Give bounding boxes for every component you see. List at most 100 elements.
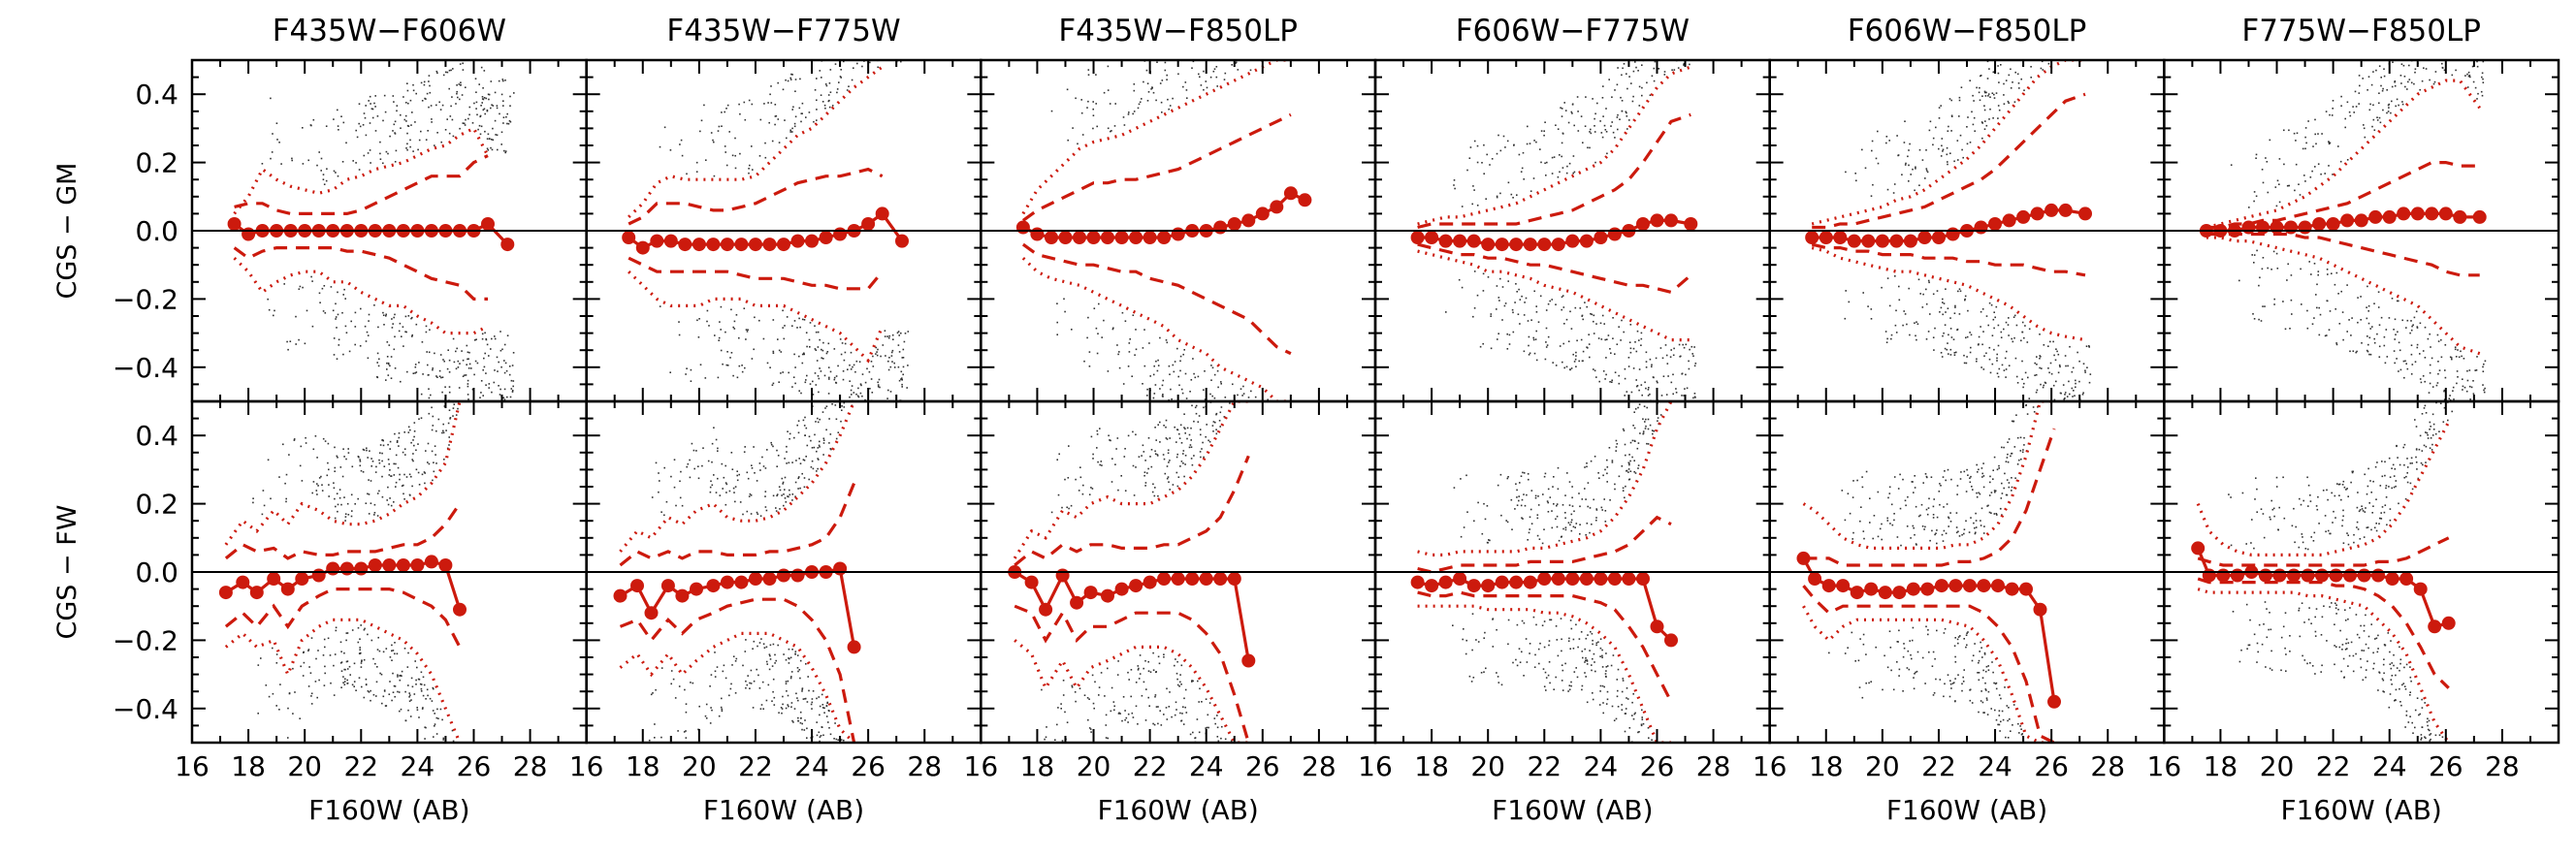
galaxy-point: [1689, 348, 1690, 351]
galaxy-point: [1595, 509, 1598, 511]
galaxy-point: [1096, 433, 1099, 435]
galaxy-point: [2434, 71, 2437, 73]
galaxy-point: [420, 417, 423, 419]
galaxy-point: [370, 103, 371, 105]
galaxy-point: [784, 458, 786, 460]
galaxy-point: [827, 342, 830, 345]
galaxy-point: [1595, 642, 1598, 644]
galaxy-point: [1964, 299, 1966, 302]
galaxy-point: [314, 435, 317, 437]
galaxy-point: [1577, 130, 1580, 132]
galaxy-point: [1153, 393, 1156, 395]
galaxy-point: [1621, 100, 1624, 102]
galaxy-point: [1903, 310, 1905, 312]
galaxy-point: [1988, 68, 1990, 70]
galaxy-point: [2036, 356, 2038, 358]
galaxy-point: [2023, 382, 2025, 385]
galaxy-point: [328, 484, 330, 486]
galaxy-point: [689, 459, 691, 461]
galaxy-point: [1946, 153, 1948, 156]
galaxy-point: [395, 454, 398, 457]
galaxy-point: [512, 352, 515, 354]
galaxy-point: [822, 341, 824, 344]
galaxy-point: [1552, 486, 1554, 488]
galaxy-point: [802, 698, 805, 700]
galaxy-point: [1629, 460, 1631, 462]
galaxy-point: [1984, 120, 1986, 122]
galaxy-point: [659, 480, 660, 482]
galaxy-point: [1545, 341, 1547, 343]
galaxy-point: [1512, 331, 1515, 334]
galaxy-point: [1087, 69, 1090, 71]
galaxy-point: [279, 683, 281, 685]
galaxy-point: [1134, 354, 1136, 356]
galaxy-point: [359, 459, 361, 461]
galaxy-point: [482, 109, 485, 111]
galaxy-point: [1594, 125, 1595, 127]
galaxy-point: [745, 686, 747, 689]
galaxy-point: [488, 355, 490, 357]
galaxy-point: [2251, 254, 2253, 256]
galaxy-point: [1090, 435, 1093, 438]
galaxy-point: [510, 379, 513, 382]
galaxy-point: [1557, 175, 1560, 178]
galaxy-point: [1926, 171, 1929, 174]
galaxy-point: [728, 694, 730, 697]
galaxy-point: [2023, 89, 2025, 91]
galaxy-point: [351, 683, 354, 686]
galaxy-point: [406, 148, 408, 151]
galaxy-point: [1200, 433, 1202, 436]
galaxy-point: [818, 377, 821, 380]
galaxy-point: [1200, 456, 1202, 459]
galaxy-point: [1499, 192, 1501, 195]
galaxy-point: [330, 682, 332, 684]
galaxy-point: [1894, 324, 1897, 327]
galaxy-point: [2282, 301, 2284, 302]
galaxy-point: [2419, 378, 2422, 380]
galaxy-point: [368, 691, 370, 693]
galaxy-point: [414, 372, 416, 374]
galaxy-point: [436, 132, 438, 134]
galaxy-point: [448, 444, 450, 446]
galaxy-point: [724, 464, 726, 467]
galaxy-point: [1612, 654, 1615, 656]
galaxy-point: [1973, 100, 1975, 102]
galaxy-point: [2349, 350, 2351, 353]
galaxy-point: [333, 118, 335, 120]
galaxy-point: [1972, 123, 1975, 126]
galaxy-point: [2391, 100, 2393, 103]
galaxy-point: [1988, 302, 1991, 304]
galaxy-point: [476, 113, 478, 116]
galaxy-point: [483, 97, 486, 99]
galaxy-point: [374, 130, 377, 132]
galaxy-point: [806, 701, 809, 703]
galaxy-point: [336, 358, 338, 360]
galaxy-point: [746, 331, 749, 333]
galaxy-point: [833, 738, 835, 740]
galaxy-point: [764, 467, 767, 469]
galaxy-point: [824, 83, 827, 85]
galaxy-point: [772, 319, 775, 321]
galaxy-point: [1983, 128, 1986, 130]
galaxy-point: [1985, 352, 1987, 355]
galaxy-point: [320, 170, 322, 172]
galaxy-point: [1527, 320, 1530, 322]
galaxy-point: [1522, 151, 1525, 154]
galaxy-point: [1877, 130, 1879, 133]
galaxy-point: [1544, 121, 1546, 123]
galaxy-point: [1174, 714, 1176, 716]
galaxy-point: [394, 133, 397, 135]
galaxy-point: [784, 476, 787, 479]
galaxy-point: [1591, 632, 1594, 635]
galaxy-point: [1928, 281, 1930, 284]
galaxy-point: [1555, 124, 1557, 126]
galaxy-point: [1614, 137, 1616, 139]
galaxy-point: [1521, 295, 1523, 298]
galaxy-point: [404, 315, 407, 318]
galaxy-point: [1472, 185, 1474, 187]
galaxy-point: [2259, 276, 2261, 279]
galaxy-point: [1101, 464, 1103, 466]
galaxy-point: [1966, 335, 1969, 338]
galaxy-point: [724, 331, 726, 334]
galaxy-point: [1690, 345, 1693, 348]
